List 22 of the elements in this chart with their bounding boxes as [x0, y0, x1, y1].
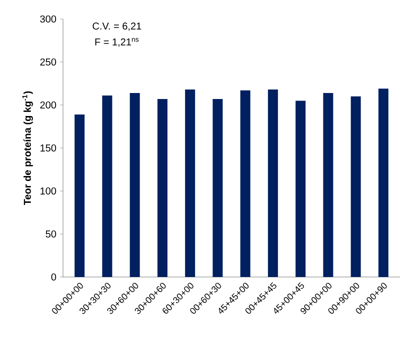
- annotation: C.V. = 6,21: [92, 22, 142, 31]
- bar: [74, 114, 85, 277]
- y-tick-label: 250: [40, 58, 56, 66]
- bar: [296, 100, 306, 277]
- bar: [185, 90, 196, 277]
- bar: [130, 92, 140, 277]
- bar: [212, 98, 223, 277]
- annotation: F = 1,21$^{ns}$: [95, 38, 139, 47]
- bar: [268, 90, 278, 277]
- y-tick-label: 200: [40, 101, 56, 109]
- y-axis-title: Teor de proteína (g kg$^{-1}$): [22, 91, 33, 206]
- y-tick-label: 0: [51, 273, 56, 281]
- bar: [157, 98, 168, 277]
- y-tick-label: 150: [40, 144, 56, 152]
- bar: [323, 92, 334, 277]
- bar: [102, 96, 112, 277]
- y-tick-label: 300: [40, 15, 56, 23]
- y-tick-label: 50: [46, 230, 56, 238]
- y-tick-label: 100: [40, 187, 56, 195]
- bar: [240, 90, 250, 277]
- bar: [378, 88, 388, 277]
- bar: [350, 96, 361, 277]
